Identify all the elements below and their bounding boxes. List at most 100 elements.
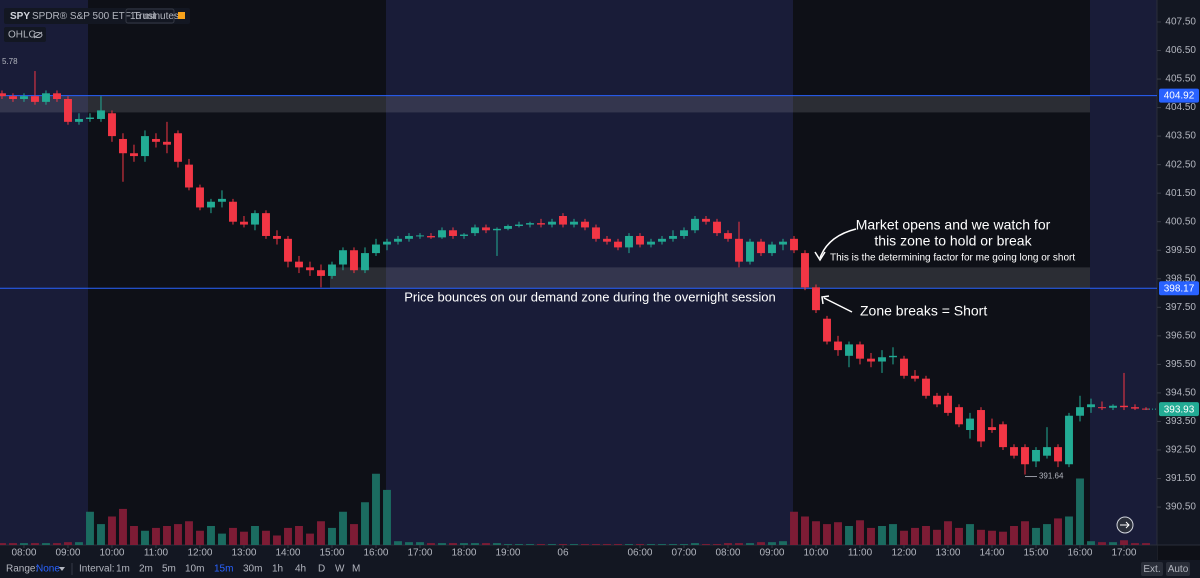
candle-body [306, 267, 314, 271]
volume-bar [31, 543, 39, 545]
candle-body [922, 378, 930, 396]
candle-body [31, 96, 39, 102]
interval-option[interactable]: 2m [139, 564, 153, 575]
candle-body [1065, 415, 1073, 465]
volume-bar [988, 530, 996, 545]
x-tick-label: 14:00 [979, 548, 1004, 559]
volume-bar [658, 544, 666, 545]
volume-bar [317, 521, 325, 545]
volume-bar [702, 544, 710, 545]
candle-body [768, 244, 776, 254]
volume-bar [680, 544, 688, 545]
interval-option[interactable]: 1m [116, 564, 130, 575]
x-tick-label: 12:00 [891, 548, 916, 559]
header-bg [4, 8, 190, 24]
status-dot [178, 12, 185, 19]
candle-body [141, 136, 149, 157]
interval[interactable]: 15 minutes [130, 11, 179, 22]
volume-bar [1032, 527, 1040, 545]
candle-body [658, 238, 666, 242]
interval-option[interactable]: 1h [272, 564, 283, 575]
indicator[interactable]: OHLC [8, 30, 36, 41]
candle-body [955, 407, 963, 425]
interval-option[interactable]: 4h [295, 564, 306, 575]
scroll-button[interactable] [1116, 516, 1134, 534]
range-label: Range: [6, 564, 38, 575]
y-tick-label: 403.50 [1165, 131, 1196, 142]
candle-body [592, 227, 600, 239]
x-tick-label: 06 [557, 548, 569, 559]
ext-button[interactable]: Ext. [1143, 564, 1160, 575]
candle-body [757, 241, 765, 254]
volume-bar [944, 521, 952, 545]
x-tick-label: 18:00 [451, 548, 476, 559]
volume-bar [295, 526, 303, 545]
candle-body [680, 230, 688, 236]
y-tick-label: 398.50 [1165, 273, 1196, 284]
candle-body [581, 221, 589, 228]
volume-bar [1131, 543, 1139, 545]
volume-bar [999, 531, 1007, 545]
candle-body [1043, 447, 1051, 456]
interval-option[interactable]: 10m [185, 564, 204, 575]
candle-body [944, 395, 952, 413]
range-value[interactable]: None [36, 564, 60, 575]
x-tick-label: 09:00 [759, 548, 784, 559]
volume-bar [262, 530, 270, 545]
x-tick-label: 06:00 [627, 548, 652, 559]
volume-bar [1021, 521, 1029, 545]
y-tick-label: 400.50 [1165, 216, 1196, 227]
price-tag-label: 393.93 [1164, 404, 1195, 415]
interval-option[interactable]: 30m [243, 564, 262, 575]
volume-bar [1120, 540, 1128, 545]
candle-body [548, 221, 556, 225]
hide-icon[interactable] [33, 31, 43, 39]
volume-bar [141, 530, 149, 545]
volume-bar [834, 522, 842, 545]
candle-body [1032, 449, 1040, 462]
candle-body [669, 235, 677, 239]
candle-body [383, 241, 391, 245]
interval-box[interactable] [125, 8, 175, 24]
interval-option[interactable]: W [335, 564, 345, 575]
candle-body [405, 235, 413, 239]
volume-bar [867, 527, 875, 545]
x-tick-label: 11:00 [848, 548, 873, 559]
volume-bar [0, 543, 6, 545]
candle-body [636, 235, 644, 245]
volume-bar [9, 543, 17, 545]
volume-bar [1076, 478, 1084, 545]
volume-bar [383, 489, 391, 545]
candle-body [0, 93, 6, 97]
candle-body [823, 318, 831, 342]
candle-body [97, 110, 105, 119]
auto-button[interactable]: Auto [1168, 564, 1189, 575]
volume-bar [889, 524, 897, 545]
interval-option[interactable]: 5m [162, 564, 176, 575]
annotation: Market opens and we watch for [856, 217, 1051, 233]
x-tick-label: 13:00 [935, 548, 960, 559]
time-axis [0, 545, 1157, 560]
price-tag-label: 398.17 [1164, 283, 1195, 294]
ext-button-bg[interactable] [1141, 562, 1163, 576]
candle-body [801, 253, 809, 288]
y-tick-label: 404.50 [1165, 102, 1196, 113]
candle-body [647, 241, 655, 245]
volume-bar [581, 544, 589, 545]
candle-body [218, 198, 226, 202]
x-tick-label: 17:00 [407, 548, 432, 559]
plot: 407.50 406.50 405.50 404.50 403.50 402.50 401.… [0, 17, 1199, 559]
volume-bar [790, 511, 798, 545]
interval-option[interactable]: 15m [214, 564, 233, 575]
candle-body [911, 375, 919, 379]
candle-body [504, 225, 512, 229]
candle-body [878, 357, 886, 362]
interval-option[interactable]: D [318, 564, 325, 575]
candle-body [889, 355, 897, 358]
volume-bar [1098, 542, 1106, 545]
auto-button-bg[interactable] [1166, 562, 1190, 576]
volume-bar [1142, 543, 1150, 545]
zone [0, 95, 1090, 113]
annotation: This is the determining factor for me go… [830, 253, 1075, 264]
interval-option[interactable]: M [352, 564, 360, 575]
